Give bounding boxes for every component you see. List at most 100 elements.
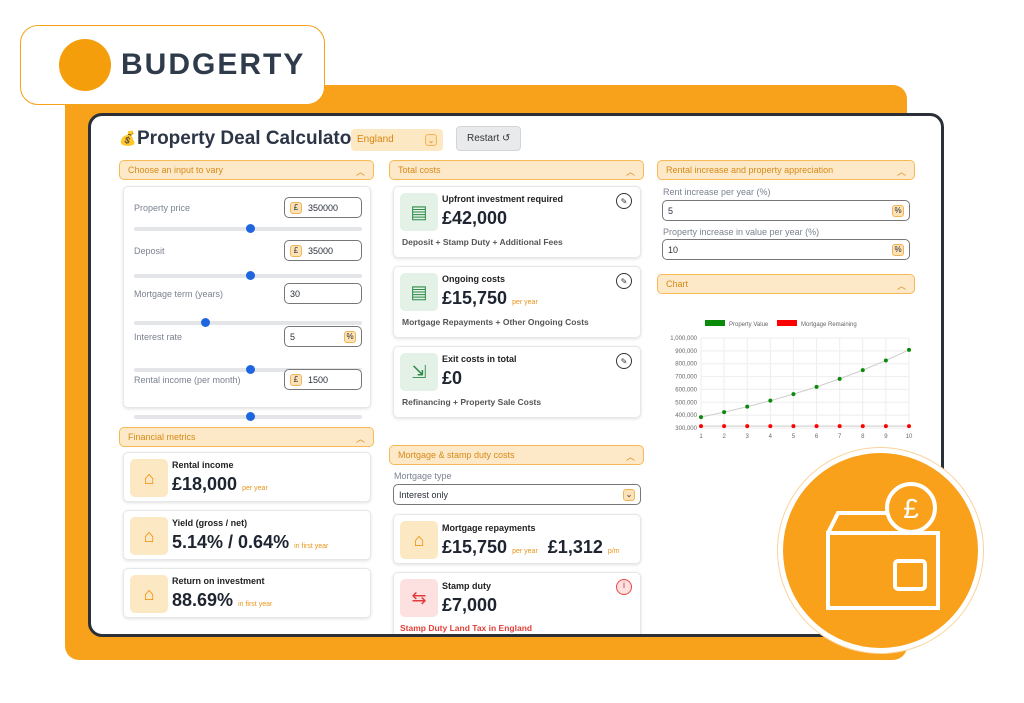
input-field[interactable]: £ 1500 — [284, 369, 362, 390]
edit-icon[interactable]: ✎ — [616, 193, 632, 209]
page-title: Property Deal Calculator — [137, 128, 359, 149]
repay-year-sub: per year — [512, 548, 538, 555]
costs-section-header[interactable]: Total costs ︿ — [389, 160, 644, 180]
mortgage-section-header[interactable]: Mortgage & stamp duty costs ︿ — [389, 445, 644, 465]
x-tick-label: 6 — [815, 434, 819, 440]
rent-increase-label: Rent increase per year (%) — [663, 187, 771, 197]
app-window: 💰 Property Deal Calculator England ⌄ Rest… — [88, 113, 944, 637]
input-slider[interactable] — [134, 365, 362, 374]
metric-value: £18,000 — [172, 474, 238, 494]
metric-card: ⌂ Yield (gross / net) 5.14% / 0.64% in f… — [123, 510, 371, 560]
exit-icon: ⇲ — [400, 353, 438, 391]
slider-thumb[interactable] — [246, 271, 255, 280]
metric-label: Rental income — [172, 460, 234, 470]
input-slider[interactable] — [134, 318, 362, 327]
restart-icon: ↺ — [502, 133, 511, 144]
slider-thumb[interactable] — [246, 365, 255, 374]
chevron-up-icon: ︿ — [896, 281, 906, 291]
y-tick-label: 800,000 — [675, 362, 697, 368]
cost-sub: per year — [512, 299, 538, 306]
bird-logo-icon — [59, 39, 111, 91]
info-icon[interactable]: i — [616, 579, 632, 595]
house-icon: ⌂ — [130, 459, 168, 497]
rent-increase-value: 5 — [668, 205, 674, 216]
rent-increase-input[interactable]: 5% — [662, 200, 910, 221]
percent-icon: % — [892, 243, 904, 256]
chart-section-header[interactable]: Chart ︿ — [657, 274, 915, 294]
inputs-section-header[interactable]: Choose an input to vary ︿ — [119, 160, 374, 180]
data-point — [814, 384, 819, 389]
data-point — [791, 424, 796, 429]
input-field[interactable]: 5 % — [284, 326, 362, 347]
card-label: Mortgage repayments — [442, 523, 536, 533]
slider-thumb[interactable] — [201, 318, 211, 327]
edit-icon[interactable]: ✎ — [616, 273, 632, 289]
x-tick-label: 5 — [792, 434, 796, 440]
input-slider[interactable] — [134, 412, 362, 421]
cost-value: £42,000 — [442, 208, 508, 228]
restart-label: Restart — [467, 133, 500, 144]
region-select[interactable]: England ⌄ — [351, 129, 443, 151]
input-slider[interactable] — [134, 224, 362, 233]
y-tick-label: 700,000 — [675, 375, 697, 381]
percent-icon: % — [892, 204, 904, 217]
metrics-section-header[interactable]: Financial metrics ︿ — [119, 427, 374, 447]
cost-value: £15,750 — [442, 288, 508, 308]
y-tick-label: 1,000,000 — [670, 336, 697, 342]
cost-label: Ongoing costs — [442, 274, 505, 284]
mortgage-type-select[interactable]: Interest only ⌄ — [393, 484, 641, 505]
cost-label: Upfront investment required — [442, 194, 564, 204]
house-icon: ⌂ — [400, 521, 438, 559]
value-increase-value: 10 — [668, 244, 679, 255]
slider-thumb[interactable] — [246, 412, 255, 421]
data-point — [699, 415, 703, 420]
slider-thumb[interactable] — [246, 224, 255, 233]
input-field[interactable]: £ 35000 — [284, 240, 362, 261]
data-point — [883, 358, 888, 363]
input-value: 5 — [290, 331, 296, 342]
chevron-down-icon: ⌄ — [425, 134, 437, 146]
input-label: Interest rate — [134, 332, 183, 342]
data-point — [837, 376, 842, 381]
chevron-up-icon: ︿ — [625, 452, 635, 462]
chevron-up-icon: ︿ — [625, 167, 635, 177]
data-point — [860, 424, 865, 429]
edit-icon[interactable]: ✎ — [616, 353, 632, 369]
legend-label: Property Value — [729, 322, 769, 328]
metric-label: Yield (gross / net) — [172, 518, 248, 528]
input-label: Rental income (per month) — [134, 375, 241, 385]
y-tick-label: 600,000 — [675, 387, 697, 393]
chevron-down-icon: ⌄ — [623, 488, 635, 501]
x-tick-label: 1 — [699, 434, 703, 440]
data-point — [814, 424, 819, 429]
cost-label: Exit costs in total — [442, 354, 517, 364]
repay-year-value: £15,750 — [442, 537, 508, 557]
restart-button[interactable]: Restart ↺ — [456, 126, 522, 151]
cost-note: Mortgage Repayments + Other Ongoing Cost… — [402, 317, 589, 327]
input-field[interactable]: 30 — [284, 283, 362, 304]
house-icon: ⌂ — [130, 517, 168, 555]
data-point — [907, 347, 911, 352]
input-field[interactable]: £ 350000 — [284, 197, 362, 218]
metric-value: 5.14% / 0.64% — [172, 532, 290, 552]
cost-note: Refinancing + Property Sale Costs — [402, 397, 542, 407]
y-tick-label: 300,000 — [675, 426, 697, 432]
value-increase-input[interactable]: 10% — [662, 239, 910, 260]
mortgage-type-label: Mortgage type — [394, 471, 452, 481]
data-point — [883, 424, 888, 429]
input-value: 30 — [290, 288, 301, 299]
x-tick-label: 3 — [746, 434, 750, 440]
x-tick-label: 9 — [884, 434, 888, 440]
appreciation-section-header[interactable]: Rental increase and property appreciatio… — [657, 160, 915, 180]
percent-icon: % — [344, 330, 356, 343]
card-label: Stamp duty — [442, 581, 492, 591]
money-bag-icon: 💰 — [119, 130, 137, 146]
section-title: Financial metrics — [128, 432, 196, 442]
legend-label: Mortgage Remaining — [801, 322, 857, 328]
input-value: 1500 — [308, 374, 329, 385]
cost-card: ▤ Upfront investment required £42,000 ✎ … — [393, 186, 641, 258]
svg-text:£: £ — [903, 493, 919, 524]
input-slider[interactable] — [134, 271, 362, 280]
cost-value: £0 — [442, 368, 463, 388]
region-value: England — [357, 134, 394, 145]
